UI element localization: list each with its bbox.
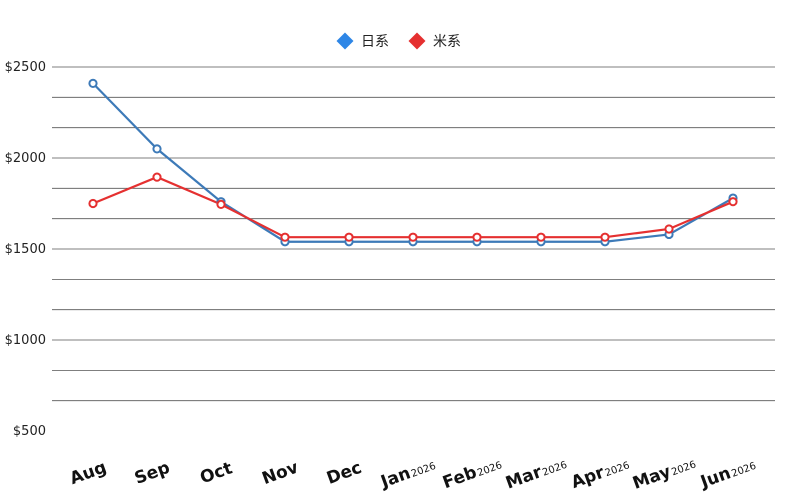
x-tick-label-nov: Nov [259,458,301,489]
y-tick-label-4: $500 [13,424,46,439]
legend: 日系 米系 [0,30,800,52]
legend-item-nikkei[interactable]: 日系 [336,31,389,51]
series-2-point-sep [152,172,162,182]
series-2-point-feb [472,232,482,242]
series-2-point-mar [536,232,546,242]
x-tick-label-apr: Apr2026 [569,454,632,493]
x-tick-label-mar: Mar2026 [503,453,569,493]
y-tick-label-3: $1000 [5,333,46,348]
series-2-point-jan [408,232,418,242]
series-1-point-aug [88,78,98,88]
series-2-line [92,175,734,239]
y-tick-label-1: $2000 [5,151,46,166]
x-tick-label-feb: Feb2026 [440,453,504,493]
x-tick-label-oct: Oct [198,458,236,488]
x-tick-label-sep: Sep [132,458,173,489]
series-1-line [92,82,734,243]
series-2-point-jun [728,197,738,207]
series-2-point-dec [344,232,354,242]
series-2-point-may [664,224,674,234]
y-tick-label-2: $1500 [5,242,46,257]
x-tick-label-dec: Dec [324,458,364,489]
x-tick-label-may: May2026 [630,453,698,494]
x-tick-label-jun: Jun2026 [697,454,758,493]
legend-label-series-1: 日系 [361,34,389,50]
series-2-point-oct [216,199,226,210]
x-tick-label-aug: Aug [67,458,109,490]
series-2-point-aug [88,198,98,209]
series-2-point-nov [280,232,290,242]
legend-label-series-2: 米系 [433,34,461,50]
x-tick-label-jan: Jan2026 [377,454,438,492]
series-1-point-sep [152,144,162,154]
series-2-point-apr [600,232,610,242]
legend-item-beikei[interactable]: 米系 [408,31,461,51]
y-tick-label-0: $2500 [5,60,46,75]
